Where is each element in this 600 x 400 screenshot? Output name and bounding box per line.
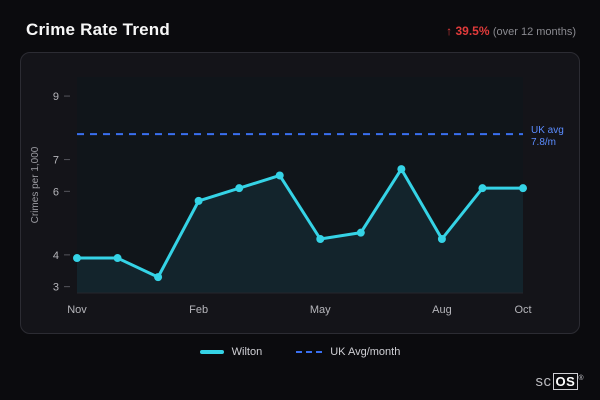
crime-trend-chart: 9 7 6 4 3 Nov Feb May Aug Oct Crimes per 1,000 UK a…: [30, 77, 564, 316]
legend-label-wilton: Wilton: [231, 346, 263, 358]
uk-avg-dash-swatch: [296, 351, 323, 353]
x-tick-label: Nov: [67, 304, 87, 316]
header: Crime Rate Trend ↑ 39.5% (over 12 months…: [0, 0, 600, 52]
chart-card: 9 7 6 4 3 Nov Feb May Aug Oct Crimes per 1,000 UK a…: [20, 52, 580, 334]
wilton-data-point[interactable]: [356, 228, 365, 237]
wilton-data-point[interactable]: [194, 196, 203, 205]
wilton-data-point[interactable]: [519, 184, 527, 193]
page-title: Crime Rate Trend: [26, 20, 170, 39]
legend-label-uk-avg: UK Avg/month: [330, 346, 401, 358]
x-tick-label: Aug: [432, 304, 452, 316]
scos-logo: sc OS ®: [536, 373, 584, 390]
logo-registered-mark: ®: [578, 375, 584, 382]
delta-caption: (over 12 months): [492, 26, 576, 38]
y-tick-label: 3: [53, 282, 59, 294]
logo-prefix: sc: [535, 373, 552, 390]
wilton-data-point[interactable]: [235, 184, 244, 193]
delta-stat: ↑ 39.5% (over 12 months): [446, 24, 576, 38]
y-tick-label: 4: [53, 250, 59, 262]
wilton-data-point[interactable]: [154, 273, 163, 282]
uk-avg-annotation: UK avg 7.8/m: [531, 125, 564, 148]
y-tick-label: 7: [53, 155, 59, 167]
x-tick-label: Oct: [514, 304, 531, 316]
wilton-data-point[interactable]: [316, 235, 325, 243]
y-tick-label: 9: [53, 91, 59, 103]
y-axis-title: Crimes per 1,000: [30, 146, 41, 223]
x-tick-label: May: [310, 304, 331, 316]
x-tick-label: Feb: [189, 304, 208, 316]
delta-arrow-icon: ↑: [446, 24, 453, 38]
legend-item-uk-avg[interactable]: UK Avg/month: [296, 346, 400, 358]
wilton-data-point[interactable]: [437, 235, 446, 243]
delta-value: 39.5%: [455, 24, 490, 38]
chart-legend: Wilton UK Avg/month: [0, 346, 600, 358]
wilton-data-point[interactable]: [397, 165, 406, 174]
wilton-data-point[interactable]: [73, 254, 81, 263]
wilton-data-point[interactable]: [478, 184, 487, 193]
wilton-area-fill: [77, 169, 523, 293]
legend-item-wilton[interactable]: Wilton: [199, 346, 263, 358]
wilton-line-swatch: [199, 350, 224, 354]
y-tick-label: 6: [53, 186, 59, 198]
wilton-data-point[interactable]: [113, 254, 122, 263]
logo-box: OS: [552, 373, 579, 390]
wilton-series-line: [75, 167, 525, 279]
wilton-data-point[interactable]: [275, 171, 284, 180]
